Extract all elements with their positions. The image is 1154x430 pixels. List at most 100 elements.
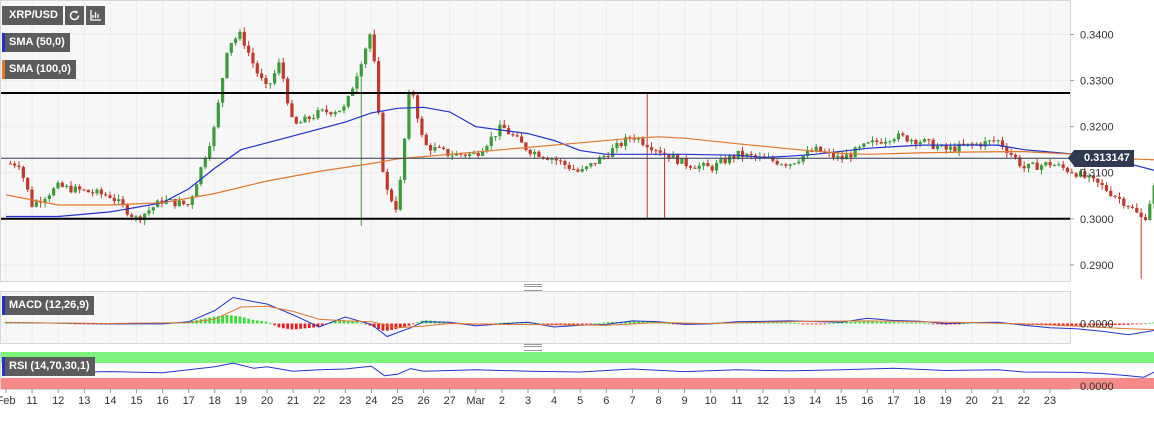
macd-histogram-bar [338,320,342,324]
pane-resize-handle-1[interactable] [524,284,542,291]
candle-body [970,143,974,145]
rsi-legend[interactable]: RSI (14,70,30,1) [2,357,95,376]
macd-histogram-bar [342,320,346,324]
macd-histogram-bar [1100,323,1104,326]
macd-histogram-bar [632,321,636,324]
candle-body [86,189,90,193]
candle-body [896,133,901,140]
candle-body [95,189,99,194]
macd-histogram-bar [559,323,562,326]
macd-histogram-bar [888,322,892,324]
toolbar: XRP/USD [2,6,105,25]
sma100-legend[interactable]: SMA (100,0) [2,60,76,79]
candle-body [130,214,134,217]
candle-body [645,144,649,148]
candle-body [299,122,303,124]
macd-histogram-bar [598,322,601,324]
macd-histogram-bar [333,321,337,324]
x-tick-label: 13 [78,395,90,407]
candle-body [649,147,654,151]
candle-body [364,48,368,65]
indicator-list-icon[interactable] [85,6,105,25]
candle-body [584,166,589,169]
candle-body [697,165,701,169]
candle-body [727,155,732,164]
macd-histogram-bar [346,320,350,324]
candle-body [511,134,515,136]
macd-histogram-bar [359,322,363,324]
macd-histogram-bar [247,318,251,324]
candle-body [528,149,532,155]
macd-histogram-bar [827,323,831,324]
candle-body [402,138,407,180]
macd-histogram-bar [923,323,926,324]
macd-histogram-bar [628,321,632,324]
x-tick-label: 23 [339,395,351,407]
x-tick-label: 14 [104,395,116,407]
x-tick-label: 6 [603,395,609,407]
x-tick-label: 25 [391,395,403,407]
macd-histogram-bar [1079,323,1082,326]
macd-histogram-bar [1126,323,1130,325]
candle-body [147,210,151,214]
pane-resize-handle-2[interactable] [524,344,542,351]
x-tick-label: 21 [992,395,1004,407]
candle-body [294,116,298,124]
x-tick-label: 12 [757,395,769,407]
candle-body [325,109,329,113]
candle-body [320,109,324,111]
candle-body [623,137,628,147]
candle-body [476,152,480,156]
candle-body [91,192,95,194]
x-tick-label: Feb [0,395,15,407]
candle-body [242,31,246,46]
macd-histogram-bar [671,323,675,325]
x-tick-label: 21 [287,395,299,407]
candle-body [701,163,706,166]
candle-body [831,152,836,158]
candle-body [784,164,788,166]
macd-histogram-bar [316,323,320,328]
macd-histogram-bar [550,323,554,325]
candle-body [892,139,896,142]
macd-histogram-bar [372,323,376,328]
candle-body [260,73,264,78]
candle-body [428,145,433,151]
sma50-legend[interactable]: SMA (50,0) [2,33,70,52]
macd-line [5,296,1154,338]
candle-body [1117,196,1122,199]
macd-histogram-bar [754,322,757,324]
candle-body [1122,198,1126,206]
refresh-icon[interactable] [64,6,84,25]
candle-body [177,200,181,207]
macd-histogram-bar [784,322,788,324]
candle-body [788,164,792,166]
candle-body [736,150,740,158]
candle-body [1009,152,1013,155]
macd-histogram-bar [762,322,766,324]
macd-histogram-bar [1083,323,1087,326]
macd-histogram-bar [810,323,814,325]
candle-body [47,195,51,200]
candle-body [662,152,667,154]
candle-body [17,165,21,168]
macd-histogram-bar [793,323,796,324]
candle-body [987,140,992,142]
x-tick-label: 3 [525,395,531,407]
candle-body [684,157,688,167]
candle-body [805,150,810,156]
candle-body [173,199,177,207]
candle-body [303,116,307,123]
macd-histogram-bar [541,323,545,325]
macd-histogram-bar [299,323,303,329]
candle-body [935,146,940,149]
symbol-label[interactable]: XRP/USD [2,6,63,25]
candle-body [888,141,892,143]
candle-body [966,143,970,146]
macd-histogram-bar [1070,323,1074,326]
candle-body [398,179,402,210]
macd-histogram-bar [216,316,220,324]
macd-legend[interactable]: MACD (12,26,9) [2,296,95,315]
candle-body [571,168,576,170]
